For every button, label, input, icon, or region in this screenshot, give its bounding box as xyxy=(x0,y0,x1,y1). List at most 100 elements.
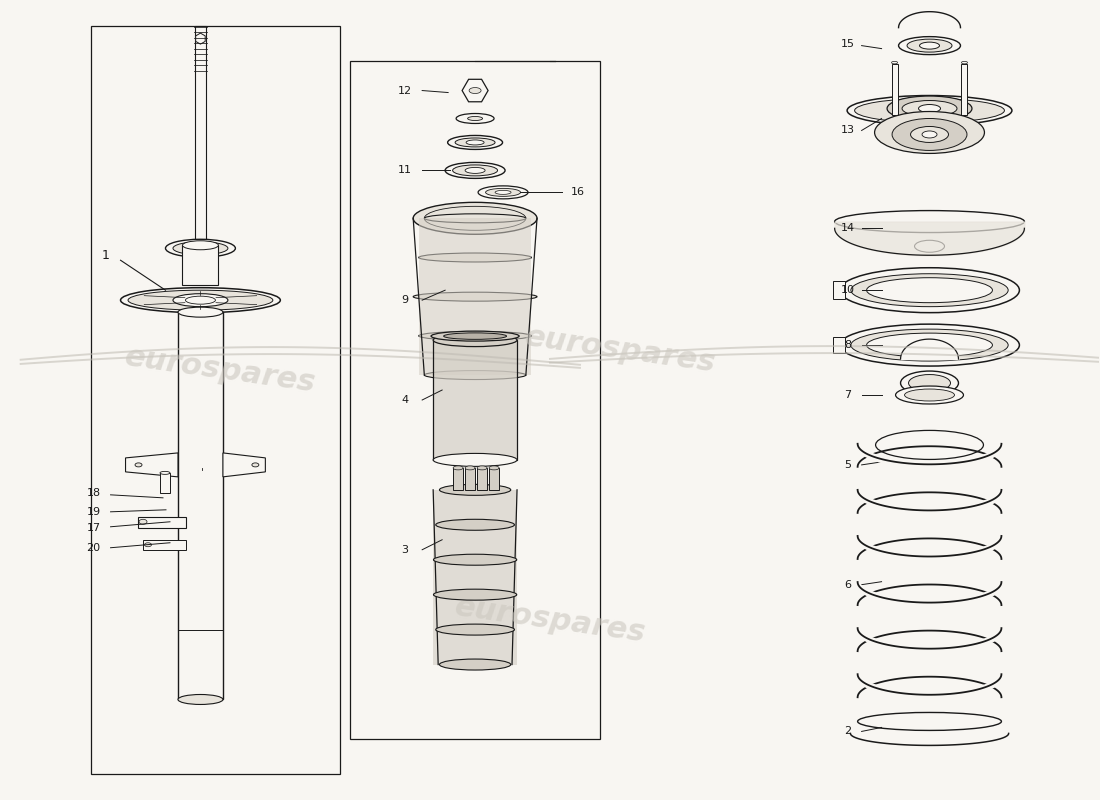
Ellipse shape xyxy=(252,463,258,467)
Bar xyxy=(178,312,223,699)
Polygon shape xyxy=(125,453,178,477)
Ellipse shape xyxy=(446,162,505,178)
Bar xyxy=(350,61,600,739)
Ellipse shape xyxy=(121,288,280,313)
Ellipse shape xyxy=(192,246,208,251)
Ellipse shape xyxy=(419,331,531,340)
Ellipse shape xyxy=(901,371,958,395)
Ellipse shape xyxy=(465,466,475,470)
Ellipse shape xyxy=(139,519,147,524)
Ellipse shape xyxy=(436,624,515,635)
Ellipse shape xyxy=(466,140,484,145)
Text: 10: 10 xyxy=(840,285,855,295)
Ellipse shape xyxy=(448,135,503,150)
Ellipse shape xyxy=(439,484,510,495)
Ellipse shape xyxy=(867,333,992,357)
Ellipse shape xyxy=(904,389,955,401)
Bar xyxy=(465,468,475,490)
Ellipse shape xyxy=(135,463,142,467)
Bar xyxy=(160,473,170,493)
Text: 8: 8 xyxy=(844,340,851,350)
Ellipse shape xyxy=(414,202,537,234)
Text: 18: 18 xyxy=(87,488,100,498)
Ellipse shape xyxy=(468,117,483,121)
Ellipse shape xyxy=(433,554,517,566)
Ellipse shape xyxy=(433,589,517,600)
Ellipse shape xyxy=(911,126,948,142)
Text: 16: 16 xyxy=(571,187,585,198)
Ellipse shape xyxy=(425,206,526,230)
Ellipse shape xyxy=(851,329,1009,361)
Ellipse shape xyxy=(431,331,519,341)
Text: 6: 6 xyxy=(844,580,851,590)
Bar xyxy=(833,282,845,299)
Polygon shape xyxy=(138,517,186,528)
Ellipse shape xyxy=(433,334,517,346)
Ellipse shape xyxy=(490,466,499,470)
Ellipse shape xyxy=(165,239,235,258)
Bar xyxy=(195,26,206,246)
Ellipse shape xyxy=(453,466,463,470)
Ellipse shape xyxy=(876,430,983,459)
Ellipse shape xyxy=(477,466,487,470)
Text: 1: 1 xyxy=(101,249,110,262)
Ellipse shape xyxy=(425,370,526,379)
Polygon shape xyxy=(223,453,265,477)
Ellipse shape xyxy=(173,294,228,306)
Ellipse shape xyxy=(419,253,531,262)
Bar xyxy=(433,340,517,460)
Bar xyxy=(433,490,517,665)
Ellipse shape xyxy=(839,268,1020,313)
Ellipse shape xyxy=(160,471,170,474)
Text: 9: 9 xyxy=(402,295,409,305)
Ellipse shape xyxy=(455,138,495,147)
Text: eurospares: eurospares xyxy=(123,342,318,398)
Text: 7: 7 xyxy=(844,390,851,400)
Ellipse shape xyxy=(485,188,520,196)
Ellipse shape xyxy=(443,333,507,339)
Bar xyxy=(961,63,968,115)
Bar xyxy=(833,337,845,353)
Ellipse shape xyxy=(855,98,1004,122)
Ellipse shape xyxy=(425,214,526,223)
Ellipse shape xyxy=(918,105,940,113)
Ellipse shape xyxy=(839,324,1020,366)
Ellipse shape xyxy=(920,42,939,49)
Ellipse shape xyxy=(892,118,967,150)
Ellipse shape xyxy=(867,278,992,302)
Text: 5: 5 xyxy=(844,460,851,470)
Ellipse shape xyxy=(439,659,510,670)
Text: 3: 3 xyxy=(402,545,409,554)
Ellipse shape xyxy=(847,95,1012,126)
Text: 12: 12 xyxy=(398,86,412,95)
Ellipse shape xyxy=(186,296,216,304)
Text: 4: 4 xyxy=(402,395,409,405)
Bar xyxy=(90,26,340,774)
Text: 17: 17 xyxy=(87,522,100,533)
Ellipse shape xyxy=(183,241,219,250)
Text: eurospares: eurospares xyxy=(522,322,717,378)
Text: 20: 20 xyxy=(87,542,100,553)
Ellipse shape xyxy=(414,292,537,301)
Bar xyxy=(183,246,219,285)
Ellipse shape xyxy=(436,519,515,530)
Bar xyxy=(477,468,487,490)
Text: eurospares: eurospares xyxy=(452,592,648,647)
Polygon shape xyxy=(143,540,186,550)
Ellipse shape xyxy=(887,96,972,121)
Text: 14: 14 xyxy=(840,223,855,234)
Ellipse shape xyxy=(433,454,517,466)
Ellipse shape xyxy=(914,240,945,252)
Ellipse shape xyxy=(902,101,957,117)
Bar xyxy=(453,468,463,490)
Text: 2: 2 xyxy=(844,726,851,737)
Bar xyxy=(892,63,898,115)
Ellipse shape xyxy=(178,307,223,317)
Bar xyxy=(490,468,499,490)
Ellipse shape xyxy=(899,37,960,54)
Ellipse shape xyxy=(909,374,950,391)
Ellipse shape xyxy=(892,62,898,64)
Bar xyxy=(419,218,531,375)
Ellipse shape xyxy=(858,713,1001,730)
Ellipse shape xyxy=(469,87,481,94)
